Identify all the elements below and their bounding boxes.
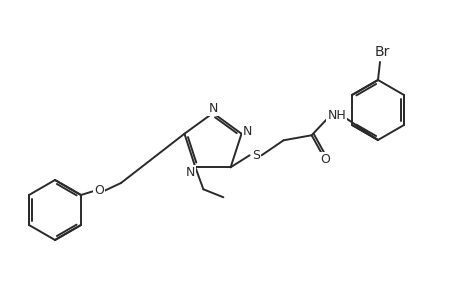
Text: N: N	[185, 166, 195, 179]
Text: Br: Br	[374, 45, 389, 59]
Text: O: O	[320, 153, 330, 166]
Text: S: S	[251, 149, 259, 162]
Text: O: O	[94, 184, 104, 197]
Text: N: N	[242, 125, 252, 138]
Text: N: N	[208, 101, 217, 115]
Text: NH: NH	[326, 109, 345, 122]
